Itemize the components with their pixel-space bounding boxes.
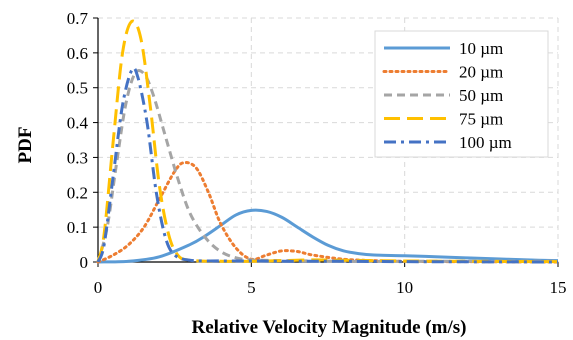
y-tick-label: 0.5	[67, 79, 88, 98]
y-tick-label: 0.2	[67, 183, 88, 202]
y-tick-label: 0	[80, 253, 89, 272]
legend-label-1: 10 µm	[459, 39, 503, 58]
x-axis-title: Relative Velocity Magnitude (m/s)	[192, 317, 467, 338]
y-tick-label: 0.7	[67, 9, 89, 28]
y-tick-label: 0.6	[67, 44, 88, 63]
series-line-2	[96, 161, 560, 264]
legend-label-5: 100 µm	[459, 133, 512, 152]
series-line-4	[96, 19, 559, 264]
legend-label-2: 20 µm	[459, 63, 503, 82]
x-tick-label: 0	[94, 278, 103, 297]
y-tick-label: 0.1	[67, 218, 88, 237]
x-tick-label: 15	[550, 278, 567, 297]
legend: 10 µm 20 µm 50 µm 75 µm 100 µm	[374, 30, 549, 158]
y-axis-title: PDF	[15, 127, 36, 164]
series-line-1	[97, 208, 559, 264]
x-tick-label: 5	[247, 278, 256, 297]
legend-label-3: 50 µm	[459, 86, 503, 105]
y-tick-label: 0.3	[67, 148, 88, 167]
legend-label-4: 75 µm	[459, 110, 503, 129]
series-layer	[96, 19, 560, 264]
x-tick-labels: 0 5 10 15	[94, 278, 567, 297]
y-tick-label: 0.4	[67, 114, 89, 133]
x-tick-label: 10	[396, 278, 413, 297]
y-tick-labels: 0 0.1 0.2 0.3 0.4 0.5 0.6 0.7	[67, 9, 89, 272]
